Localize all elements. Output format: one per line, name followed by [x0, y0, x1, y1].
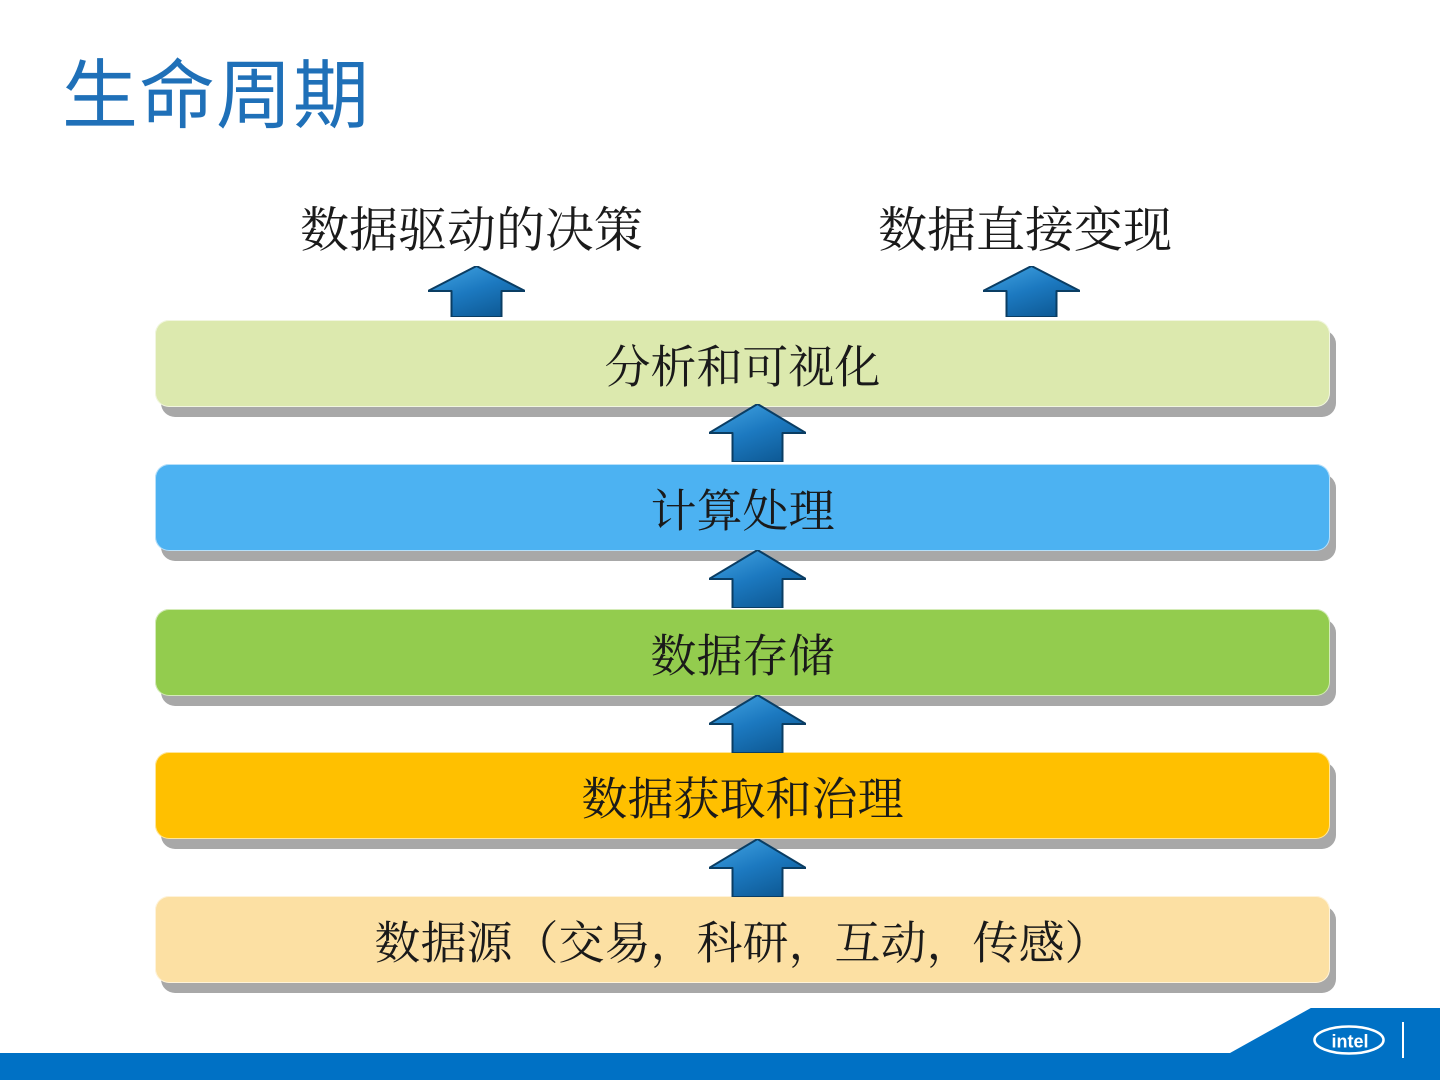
svg-text:intel: intel — [1331, 1032, 1368, 1052]
